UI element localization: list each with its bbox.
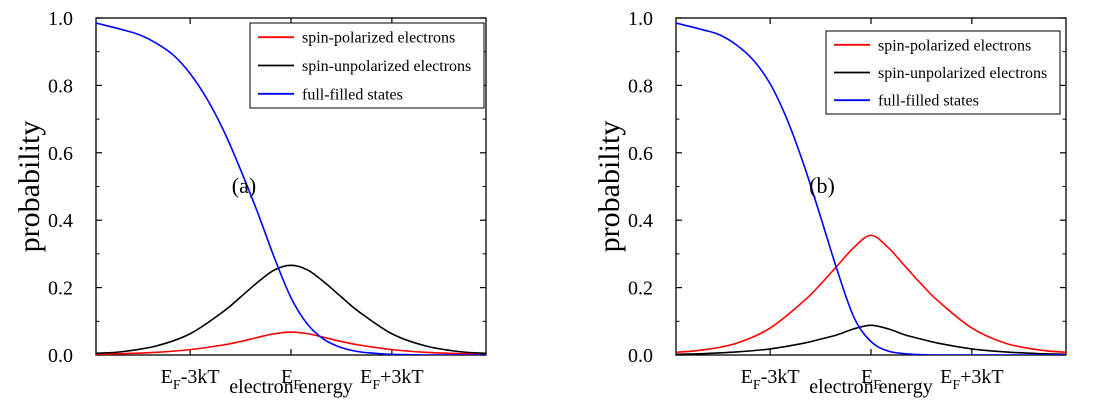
legend: spin-polarized electrons spin-unpolarized… xyxy=(825,30,1061,115)
x-axis-title: electron energy xyxy=(229,376,352,398)
series-line-spin-unpolarized xyxy=(676,324,1066,355)
legend: spin-polarized electrons spin-unpolarized… xyxy=(249,22,485,109)
x-tick-label: EF xyxy=(281,366,301,393)
x-tick-label-base: E xyxy=(741,366,753,388)
y-tick-label: 0.2 xyxy=(48,278,73,300)
x-tick-label: EF+3kT xyxy=(940,366,1004,393)
legend-entry-full-filled: full-filled states xyxy=(302,86,403,103)
series-line-full-filled xyxy=(676,22,1066,355)
x-tick-label-base: E xyxy=(861,366,873,388)
x-tick-label: EF-3kT xyxy=(161,366,220,393)
legend-entry-spin-polarized: spin-polarized electrons xyxy=(302,30,455,47)
panel-label: (b) xyxy=(809,173,835,198)
legend-entry-spin-unpolarized: spin-unpolarized electrons xyxy=(302,58,471,75)
y-tick-label: 0.6 xyxy=(628,143,653,165)
x-tick-label-subscript: F xyxy=(873,378,881,393)
legend-entry-spin-polarized: spin-polarized electrons xyxy=(878,37,1031,54)
y-tick-label: 0.0 xyxy=(48,345,73,367)
y-tick-label: 0.2 xyxy=(628,278,653,300)
x-tick-label-suffix: -3kT xyxy=(181,366,220,388)
panel-label: (a) xyxy=(232,173,256,198)
x-tick-label-base: E xyxy=(940,366,952,388)
y-tick-label: 1.0 xyxy=(628,8,653,30)
series-line-spin-unpolarized xyxy=(96,264,486,355)
x-tick-label-suffix: +3kT xyxy=(960,366,1004,388)
x-tick-label-base: E xyxy=(161,366,173,388)
y-tick-label: 0.0 xyxy=(628,345,653,367)
x-tick-label-base: E xyxy=(281,366,293,388)
legend-entry-spin-unpolarized: spin-unpolarized electrons xyxy=(878,65,1047,82)
x-axis-title: electron energy xyxy=(809,376,932,398)
x-tick-label-subscript: F xyxy=(952,378,960,393)
y-axis-title: probability xyxy=(13,121,46,253)
x-tick-label-subscript: F xyxy=(173,378,181,393)
y-tick-label: 1.0 xyxy=(48,8,73,30)
y-tick-label: 0.4 xyxy=(628,210,653,232)
x-tick-label-subscript: F xyxy=(753,378,761,393)
x-tick-label-base: E xyxy=(360,366,372,388)
x-tick-label: EF xyxy=(861,366,881,393)
x-tick-label: EF+3kT xyxy=(360,366,424,393)
series-line-spin-polarized xyxy=(676,234,1066,354)
legend-entry-full-filled: full-filled states xyxy=(878,93,979,110)
chart-panel-a: 0.00.20.40.60.81.0EF-3kT EF EF+3kTelectron… xyxy=(13,8,487,398)
x-tick-label-subscript: F xyxy=(293,378,301,393)
x-tick-label-suffix: +3kT xyxy=(380,366,424,388)
x-tick-label-suffix: -3kT xyxy=(761,366,800,388)
y-tick-label: 0.6 xyxy=(48,143,73,165)
y-tick-label: 0.8 xyxy=(628,75,653,97)
y-tick-label: 0.8 xyxy=(48,75,73,97)
y-tick-label: 0.4 xyxy=(48,210,73,232)
x-tick-label-subscript: F xyxy=(372,378,380,393)
series-line-full-filled xyxy=(96,22,486,355)
y-axis-title: probability xyxy=(593,121,626,253)
chart-panel-b: 0.00.20.40.60.81.0EF-3kT EF EF+3kTelectron… xyxy=(593,8,1067,398)
x-tick-label: EF-3kT xyxy=(741,366,800,393)
series-line-spin-polarized xyxy=(96,331,486,355)
